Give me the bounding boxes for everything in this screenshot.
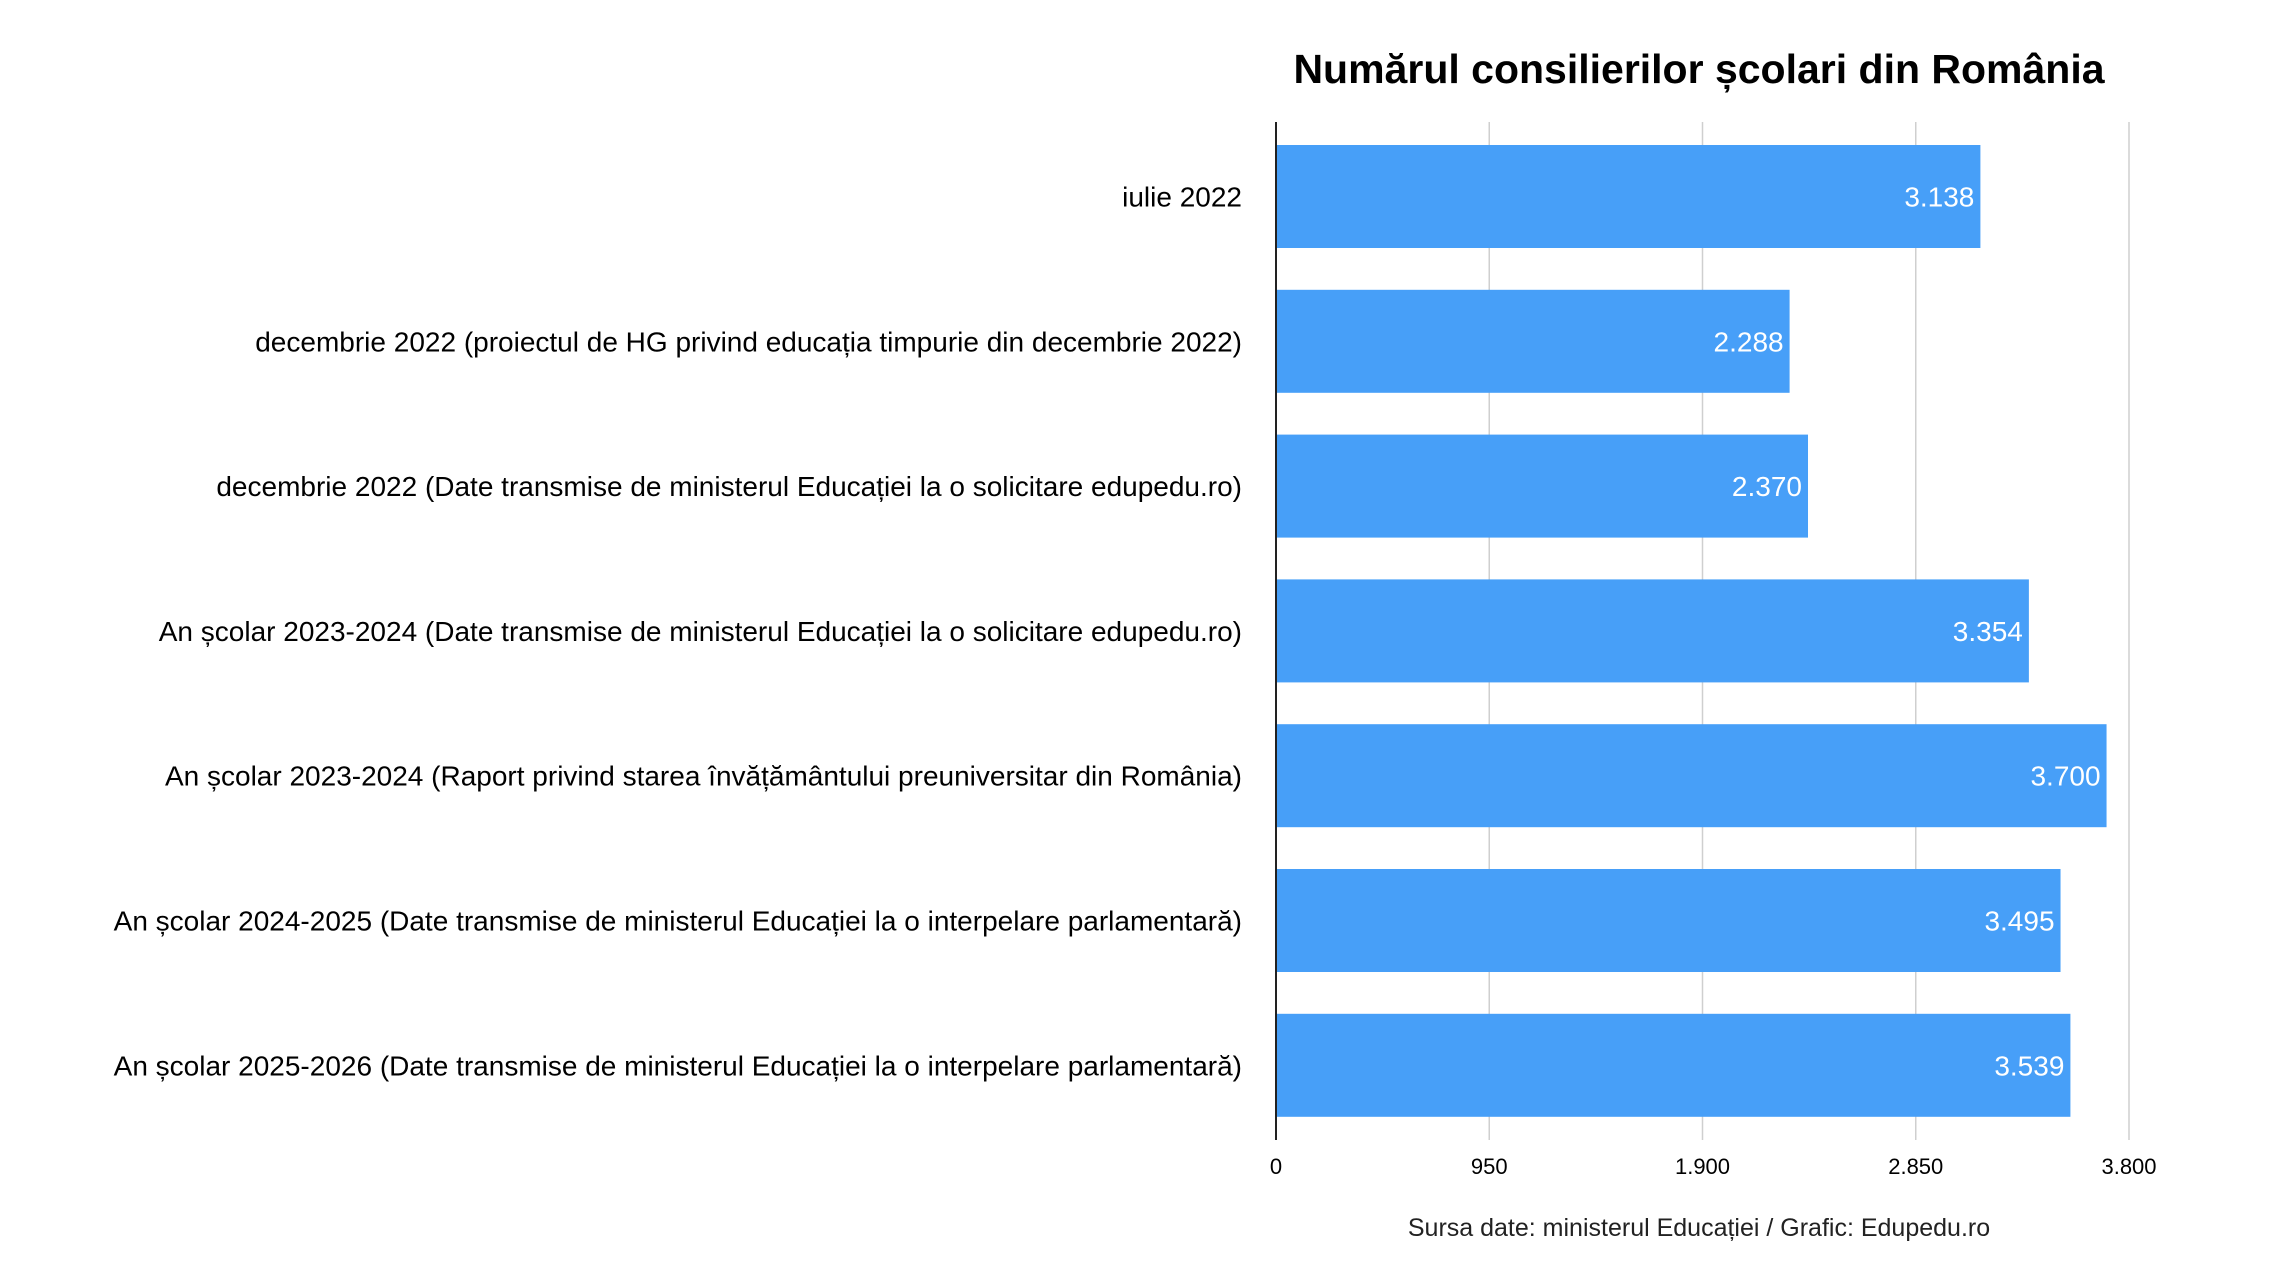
category-label: An școlar 2025-2026 (Date transmise de m… [114,1050,1242,1081]
x-tick-label: 2.850 [1888,1154,1943,1179]
bar [1276,289,1790,393]
data-label: 3.138 [1904,182,1974,213]
source-note: Sursa date: ministerul Educației / Grafi… [1408,1214,1990,1242]
bar [1276,869,2061,972]
bar [1276,1013,2071,1117]
data-label: 3.700 [2030,761,2100,792]
bar [1276,579,2029,683]
category-label: decembrie 2022 (proiectul de HG privind … [255,326,1242,357]
x-tick-label: 1.900 [1675,1154,1730,1179]
data-label: 3.539 [1994,1050,2064,1081]
category-label: iulie 2022 [1122,182,1242,213]
bar [1276,145,1981,248]
x-tick-label: 3.800 [2101,1154,2156,1179]
category-label: An școlar 2023-2024 (Raport privind star… [165,761,1242,792]
data-label: 2.288 [1714,326,1784,357]
data-label: 3.354 [1953,616,2023,647]
category-label: An școlar 2024-2025 (Date transmise de m… [114,906,1242,937]
data-label: 2.370 [1732,471,1802,502]
category-label: An școlar 2023-2024 (Date transmise de m… [159,616,1242,647]
x-tick-label: 0 [1270,1154,1282,1179]
bar [1276,434,1809,538]
chart-title: Numărul consilierilor școlari din Români… [1293,46,2105,92]
x-tick-label: 950 [1471,1154,1508,1179]
category-label: decembrie 2022 (Date transmise de minist… [216,471,1242,502]
data-label: 3.495 [1984,906,2054,937]
bar [1276,724,2107,828]
